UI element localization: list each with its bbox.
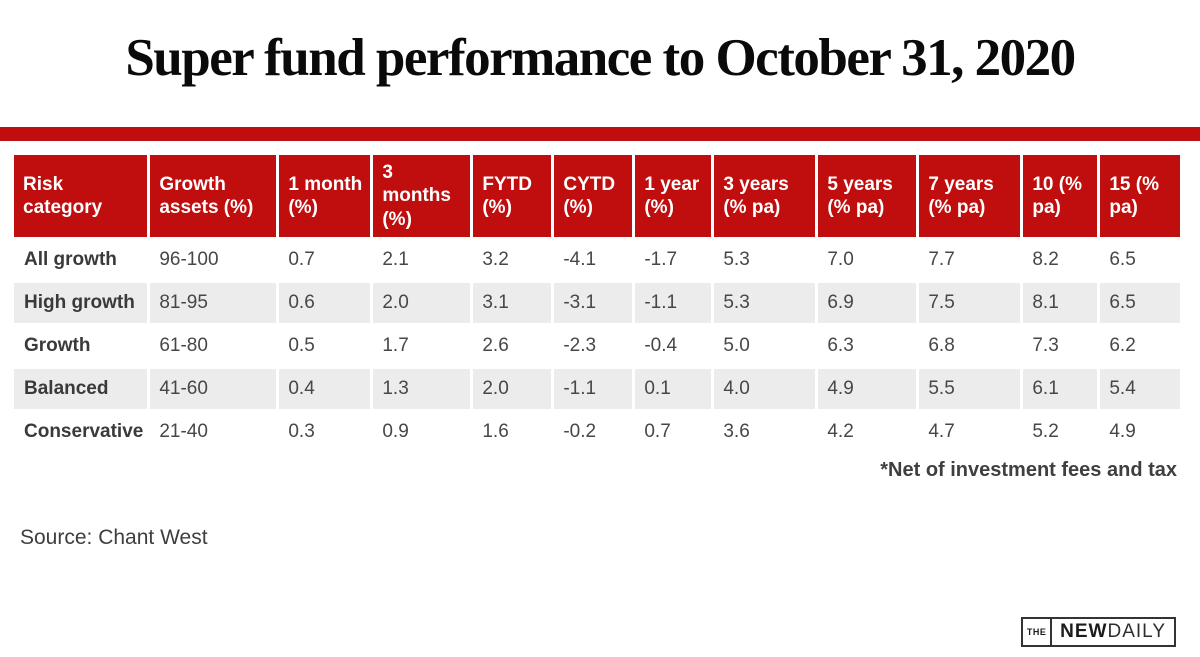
table-cell: 6.5 — [1100, 282, 1181, 323]
table-cell: 8.2 — [1023, 239, 1098, 280]
column-header-10-years: 10 (% pa) — [1023, 154, 1098, 237]
table-cell: 5.3 — [714, 282, 816, 323]
table-cell: 0.3 — [279, 411, 371, 452]
table-cell: 6.9 — [818, 282, 917, 323]
table-row-high-growth: High growth 81-95 0.6 2.0 3.1 -3.1 -1.1 … — [14, 282, 1181, 323]
column-header-risk-category: Risk category — [14, 154, 148, 237]
table-cell: 3.2 — [473, 239, 552, 280]
table-cell: 6.8 — [919, 325, 1021, 366]
table-cell: 4.7 — [919, 411, 1021, 452]
table-cell: -4.1 — [554, 239, 633, 280]
table-cell: 0.9 — [373, 411, 471, 452]
table-cell: 5.4 — [1100, 368, 1181, 409]
table-cell: -0.4 — [635, 325, 712, 366]
table-cell: -0.2 — [554, 411, 633, 452]
table-cell: -1.7 — [635, 239, 712, 280]
column-header-3-months: 3 months (%) — [373, 154, 471, 237]
column-header-7-years: 7 years (% pa) — [919, 154, 1021, 237]
table-cell: 6.1 — [1023, 368, 1098, 409]
table-cell: 4.9 — [1100, 411, 1181, 452]
row-label: All growth — [14, 239, 148, 280]
column-header-cytd: CYTD (%) — [554, 154, 633, 237]
table-cell: 2.0 — [373, 282, 471, 323]
newdaily-logo: THE NEW DAILY — [1021, 617, 1176, 647]
table-cell: 4.9 — [818, 368, 917, 409]
table-cell: 2.0 — [473, 368, 552, 409]
row-label: Growth — [14, 325, 148, 366]
table-cell: 4.2 — [818, 411, 917, 452]
performance-table: Risk category Growth assets (%) 1 month … — [11, 152, 1183, 455]
table-cell: 41-60 — [150, 368, 277, 409]
row-label: Balanced — [14, 368, 148, 409]
table-cell: 5.2 — [1023, 411, 1098, 452]
table-cell: 7.7 — [919, 239, 1021, 280]
column-header-fytd: FYTD (%) — [473, 154, 552, 237]
logo-daily-label: DAILY — [1107, 621, 1166, 642]
table-row-balanced: Balanced 41-60 0.4 1.3 2.0 -1.1 0.1 4.0 … — [14, 368, 1181, 409]
table-row-conservative: Conservative 21-40 0.3 0.9 1.6 -0.2 0.7 … — [14, 411, 1181, 452]
row-label: Conservative — [14, 411, 148, 452]
column-header-1-month: 1 month (%) — [279, 154, 371, 237]
table-cell: -1.1 — [635, 282, 712, 323]
accent-bar — [0, 126, 1200, 141]
table-cell: 6.3 — [818, 325, 917, 366]
table-row-all-growth: All growth 96-100 0.7 2.1 3.2 -4.1 -1.7 … — [14, 239, 1181, 280]
table-cell: 0.4 — [279, 368, 371, 409]
table-cell: 6.5 — [1100, 239, 1181, 280]
table-cell: 1.7 — [373, 325, 471, 366]
column-header-growth-assets: Growth assets (%) — [150, 154, 277, 237]
page: Super fund performance to October 31, 20… — [0, 28, 1200, 657]
header-row: Risk category Growth assets (%) 1 month … — [14, 154, 1181, 237]
source-text: Source: Chant West — [20, 526, 208, 549]
table-cell: 4.0 — [714, 368, 816, 409]
table-row-growth: Growth 61-80 0.5 1.7 2.6 -2.3 -0.4 5.0 6… — [14, 325, 1181, 366]
column-header-3-years: 3 years (% pa) — [714, 154, 816, 237]
table-cell: 0.7 — [279, 239, 371, 280]
row-label: High growth — [14, 282, 148, 323]
column-header-1-year: 1 year (%) — [635, 154, 712, 237]
table-cell: 5.0 — [714, 325, 816, 366]
table-cell: 3.1 — [473, 282, 552, 323]
page-title: Super fund performance to October 31, 20… — [125, 29, 1076, 87]
table-cell: 0.7 — [635, 411, 712, 452]
table-cell: 1.6 — [473, 411, 552, 452]
table-cell: 6.2 — [1100, 325, 1181, 366]
table-cell: -3.1 — [554, 282, 633, 323]
table-cell: 7.3 — [1023, 325, 1098, 366]
logo-the-label: THE — [1023, 619, 1053, 645]
table-cell: 0.6 — [279, 282, 371, 323]
footnote: *Net of investment fees and tax — [880, 458, 1177, 481]
column-header-15-years: 15 (% pa) — [1100, 154, 1181, 237]
table-cell: 3.6 — [714, 411, 816, 452]
logo-wordmark: NEW DAILY — [1052, 619, 1174, 645]
table-cell: 7.0 — [818, 239, 917, 280]
table-cell: -2.3 — [554, 325, 633, 366]
table-cell: 61-80 — [150, 325, 277, 366]
table-cell: 0.5 — [279, 325, 371, 366]
table-cell: 2.6 — [473, 325, 552, 366]
table-cell: 5.3 — [714, 239, 816, 280]
table-cell: 8.1 — [1023, 282, 1098, 323]
table-cell: 2.1 — [373, 239, 471, 280]
table-cell: 1.3 — [373, 368, 471, 409]
table-cell: -1.1 — [554, 368, 633, 409]
table-cell: 96-100 — [150, 239, 277, 280]
logo-new-label: NEW — [1060, 621, 1108, 642]
table-cell: 81-95 — [150, 282, 277, 323]
table-cell: 5.5 — [919, 368, 1021, 409]
table-cell: 0.1 — [635, 368, 712, 409]
column-header-5-years: 5 years (% pa) — [818, 154, 917, 237]
table-cell: 21-40 — [150, 411, 277, 452]
table-cell: 7.5 — [919, 282, 1021, 323]
